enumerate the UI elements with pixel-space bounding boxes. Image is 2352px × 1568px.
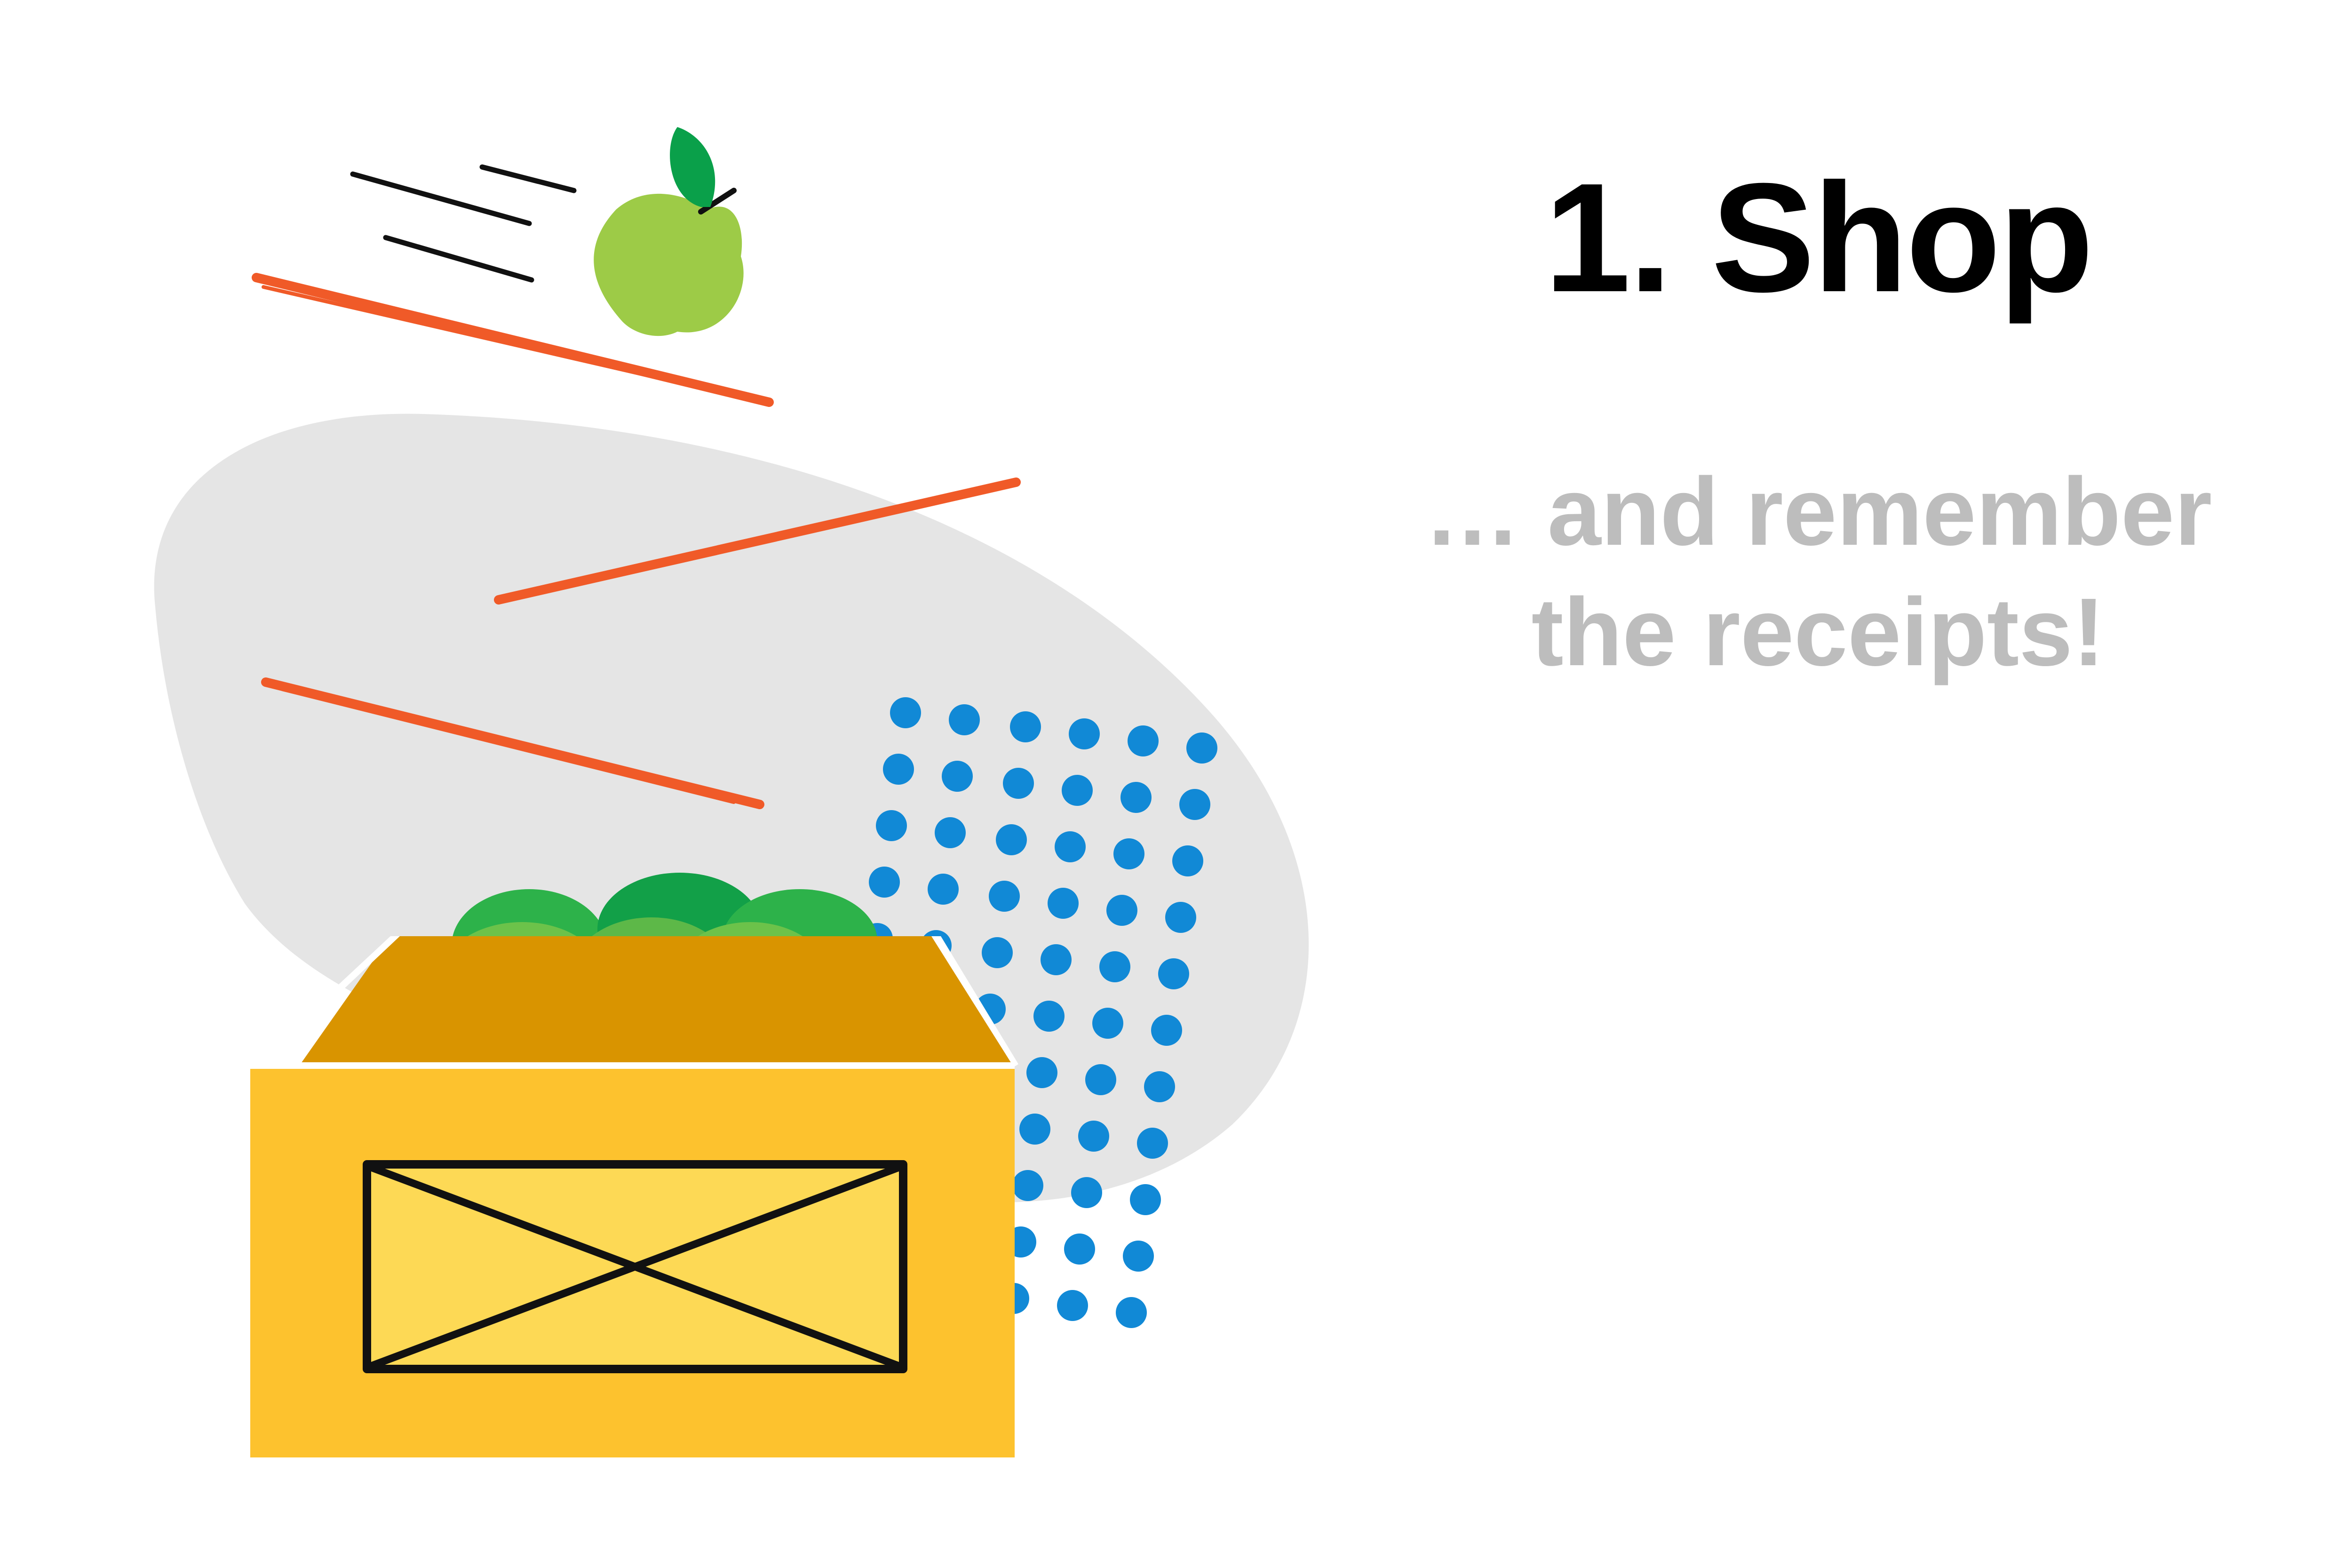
step-subtitle-line-1: … and remember (1424, 458, 2212, 565)
shop-illustration (154, 127, 1309, 1457)
speed-lines (350, 164, 577, 283)
step-subtitle: … and remember the receipts! (1364, 452, 2272, 693)
crate (250, 936, 1018, 1457)
crate-label (363, 1160, 907, 1373)
apple-icon (594, 127, 744, 336)
motion-streaks (252, 273, 1021, 809)
step-subtitle-line-2: the receipts! (1531, 578, 2105, 686)
step-title: 1. Shop (1544, 151, 2094, 324)
